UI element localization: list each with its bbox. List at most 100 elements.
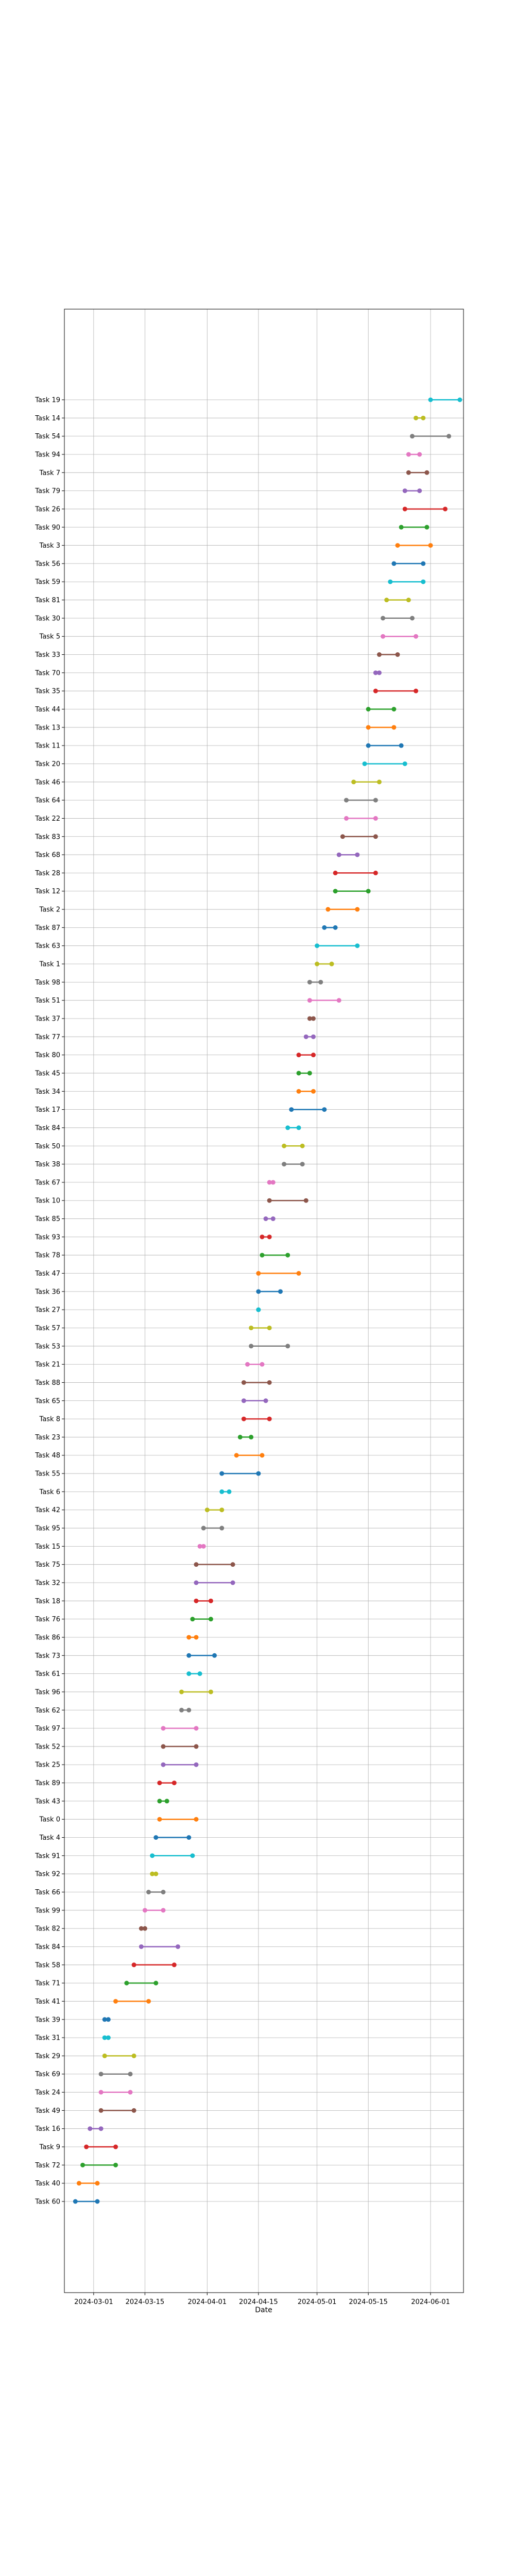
y-tick-label: Task 92 [35,1871,60,1878]
task-start-marker [307,1016,312,1021]
y-tick-label: Task 6 [39,1488,60,1496]
task-start-marker [381,634,386,639]
task-start-marker [395,543,400,548]
task-start-marker [113,1998,118,2004]
task-end-marker [307,1071,312,1076]
task-end-marker [256,1307,261,1312]
task-start-marker [139,1926,144,1931]
task-start-marker [186,1671,192,1676]
task-end-marker [164,1799,169,1804]
task-end-marker [171,1962,177,1968]
task-start-marker [241,1380,246,1385]
task-end-marker [442,506,448,512]
y-tick-label: Task 43 [35,1798,60,1805]
task-end-marker [197,1671,202,1676]
marks-layer [73,397,462,2204]
task-end-marker [142,1926,147,1931]
y-tick-label: Task 12 [35,888,60,895]
task-end-marker [113,2144,118,2149]
task-end-marker [146,1998,151,2004]
task-start-marker [186,1635,192,1640]
task-start-marker [161,1726,166,1731]
y-tick-label: Task 90 [35,524,60,532]
task-end-marker [267,1325,272,1330]
y-tick-label: Task 95 [35,1525,60,1533]
task-start-marker [241,1398,246,1403]
task-end-marker [113,2162,118,2167]
task-start-marker [161,1762,166,1767]
task-start-marker [315,943,320,948]
task-end-marker [300,1162,305,1167]
y-tick-label: Task 20 [35,760,60,768]
y-tick-label: Task 50 [35,1143,60,1150]
task-end-marker [230,1562,235,1567]
y-tick-label: Task 77 [35,1033,60,1041]
y-tick-label: Task 98 [35,979,60,987]
task-start-marker [296,1071,301,1076]
task-start-marker [256,1271,261,1276]
task-start-marker [344,816,349,821]
task-start-marker [249,1325,254,1330]
task-end-marker [417,452,422,457]
task-start-marker [234,1453,239,1458]
y-tick-label: Task 85 [35,1215,60,1223]
y-tick-label: Task 32 [35,1580,60,1587]
task-end-marker [267,1234,272,1240]
y-tick-label: Task 68 [35,852,60,859]
task-end-marker [201,1544,206,1549]
task-start-marker [333,889,338,894]
y-tick-label: Task 0 [39,1816,60,1824]
y-tick-label: Task 63 [35,942,60,950]
y-tick-label: Task 8 [39,1416,60,1423]
task-end-marker [131,2053,136,2058]
y-tick-label: Task 88 [35,1379,60,1387]
task-end-marker [106,2017,111,2022]
task-end-marker [414,688,419,693]
y-tick-label: Task 26 [35,505,60,513]
task-end-marker [267,1416,272,1421]
task-start-marker [333,870,338,875]
y-tick-label: Task 41 [35,1998,60,2006]
task-start-marker [157,1781,162,1786]
task-end-marker [447,434,452,439]
y-tick-label: Task 19 [35,397,60,404]
x-tick-label: 2024-06-01 [411,2298,450,2306]
task-end-marker [194,1726,199,1731]
task-start-marker [102,2017,107,2022]
task-start-marker [139,1944,144,1949]
task-end-marker [421,561,426,566]
task-start-marker [219,1489,225,1494]
task-end-marker [128,2072,133,2077]
y-tick-label: Task 52 [35,1743,60,1751]
plot-frame [64,309,464,2293]
task-end-marker [285,1344,290,1349]
task-start-marker [384,598,389,603]
y-tick-layer: Task 19 Task 14 Task 54 Task 94 Task 7 Task 7… [35,397,64,2206]
task-end-marker [355,907,360,912]
task-start-marker [186,1653,192,1658]
x-tick-label: 2024-05-15 [349,2298,388,2306]
task-start-marker [219,1471,225,1476]
task-start-marker [340,834,345,839]
task-start-marker [190,1617,195,1622]
task-start-marker [98,2090,104,2095]
task-end-marker [333,925,338,930]
task-end-marker [161,1908,166,1913]
y-tick-label: Task 54 [35,433,60,440]
task-end-marker [311,1089,316,1094]
task-start-marker [197,1544,202,1549]
task-start-marker [153,1835,159,1840]
task-end-marker [95,2199,100,2204]
task-start-marker [179,1689,184,1694]
task-start-marker [325,907,331,912]
task-end-marker [249,1434,254,1439]
task-end-marker [194,1744,199,1749]
y-tick-label: Task 94 [35,451,60,459]
y-tick-label: Task 76 [35,1616,60,1623]
y-tick-label: Task 47 [35,1270,60,1278]
task-start-marker [307,979,312,985]
y-tick-label: Task 16 [35,2125,60,2133]
y-tick-label: Task 58 [35,1961,60,1969]
task-start-marker [402,506,407,512]
